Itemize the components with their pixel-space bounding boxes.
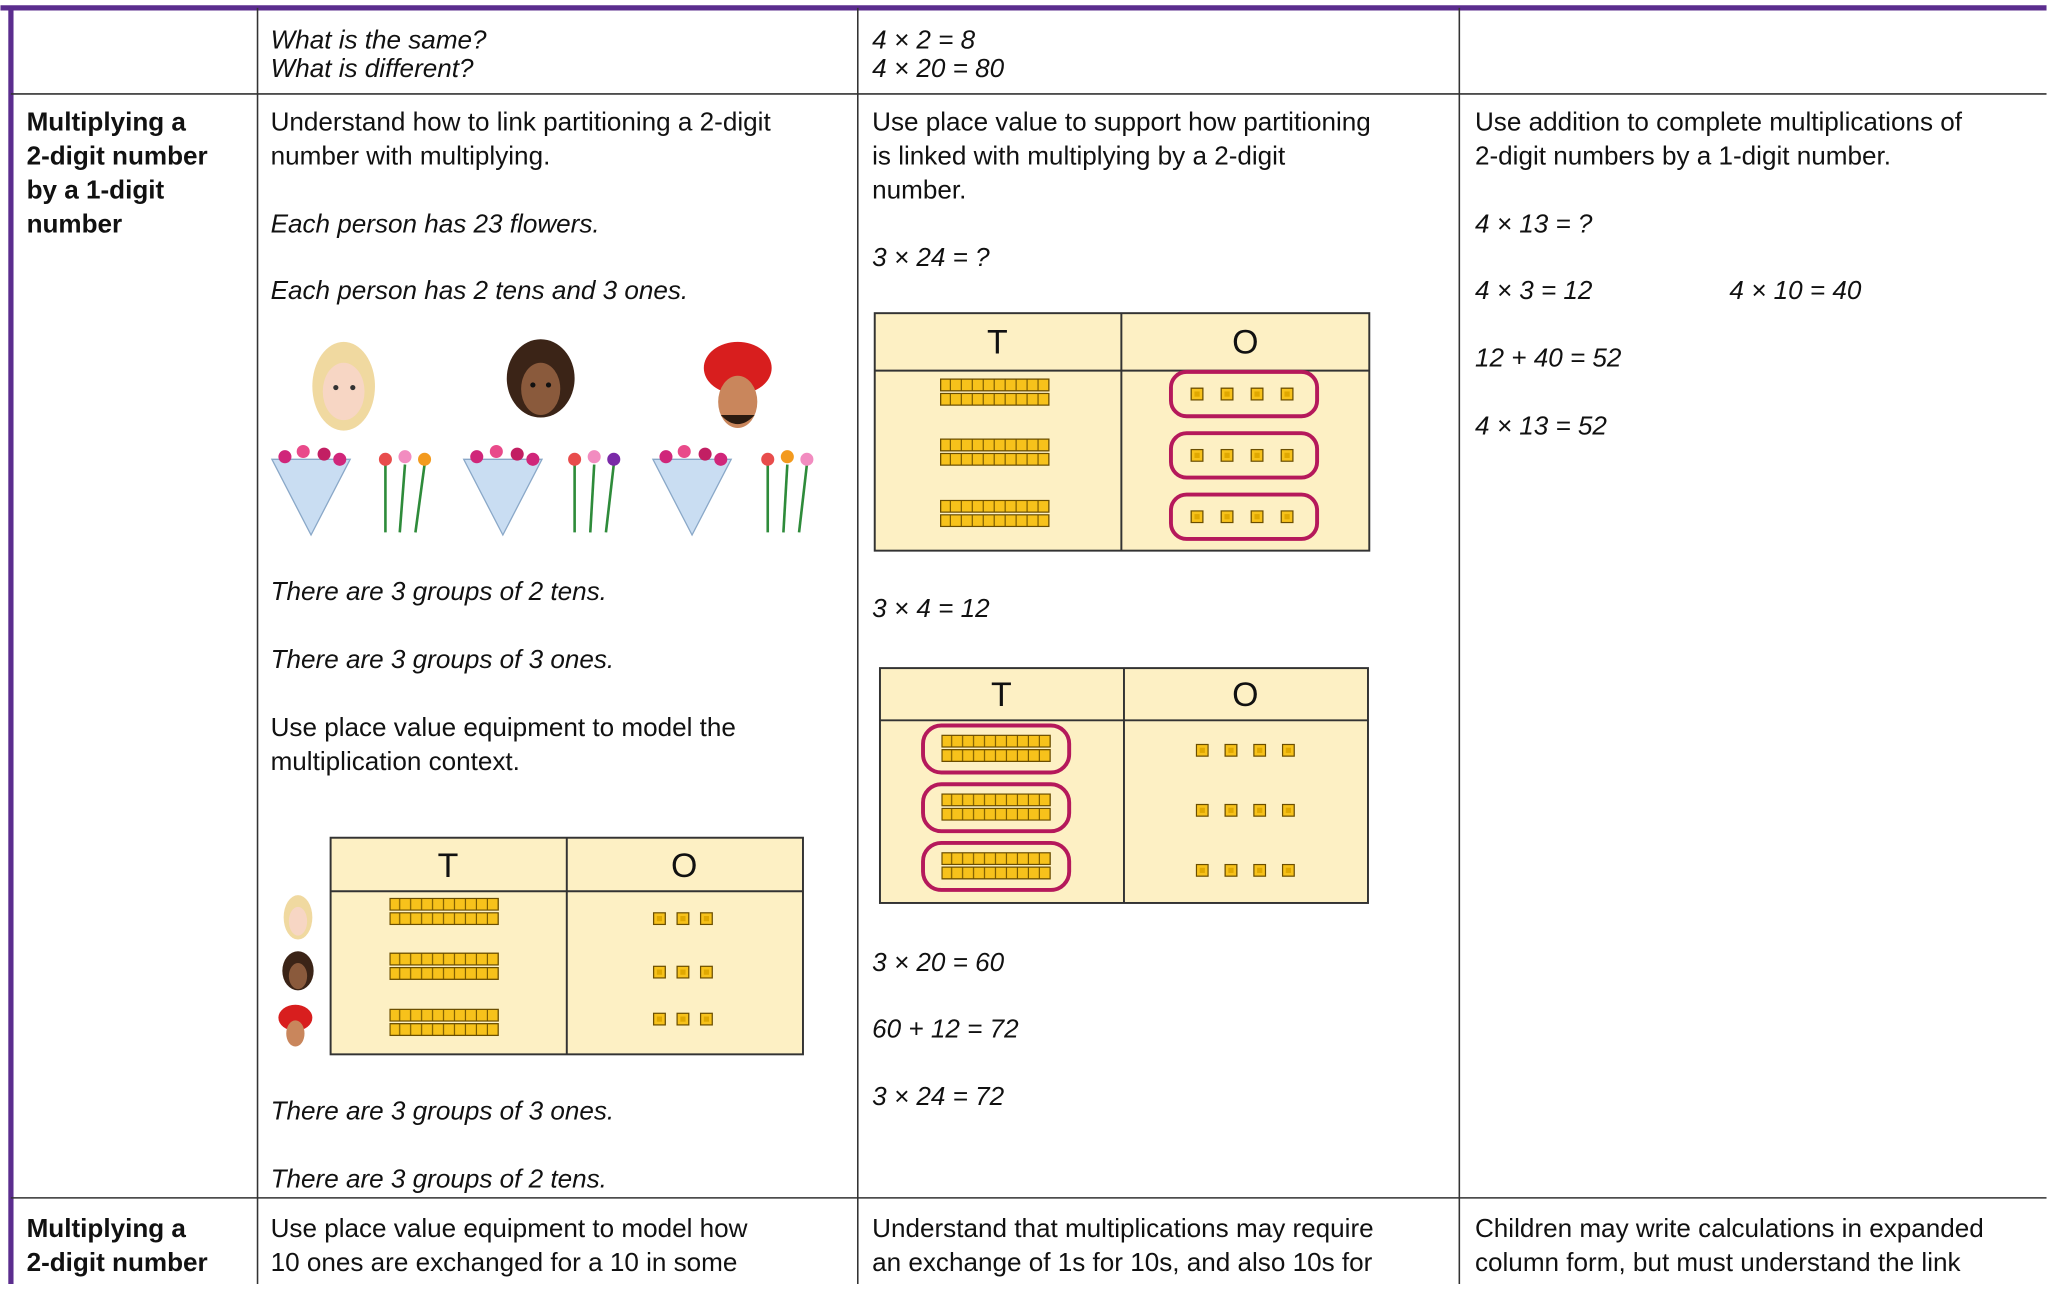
text: is linked with multiplying by a 2-digit bbox=[872, 140, 1286, 170]
text: 3 × 20 = 60 bbox=[872, 947, 1004, 977]
ones bbox=[654, 966, 713, 978]
ones bbox=[654, 913, 713, 925]
column-header: O bbox=[671, 847, 697, 885]
text: 4 × 3 = 12 bbox=[1475, 275, 1593, 305]
flowers bbox=[270, 444, 814, 537]
text: Children may write calculations in expan… bbox=[1475, 1213, 1984, 1243]
column-header: O bbox=[1232, 676, 1258, 714]
text: Understand that multiplications may requ… bbox=[872, 1213, 1374, 1243]
tens-group bbox=[921, 840, 1072, 892]
text: 4 × 13 = 52 bbox=[1475, 411, 1607, 441]
place-value-table: T O bbox=[278, 836, 804, 1056]
ones-group bbox=[1168, 492, 1320, 541]
text: number with multiplying. bbox=[271, 140, 551, 170]
text: column form, but must understand the lin… bbox=[1475, 1247, 1962, 1277]
text: 12 + 40 = 52 bbox=[1475, 343, 1622, 373]
small-face bbox=[283, 895, 313, 940]
text: Use addition to complete multiplications… bbox=[1475, 106, 1963, 136]
text: There are 3 groups of 3 ones. bbox=[271, 644, 615, 674]
text: Use place value to support how partition… bbox=[872, 106, 1371, 136]
face bbox=[703, 341, 772, 428]
face bbox=[312, 341, 375, 431]
heading: number bbox=[27, 208, 123, 238]
text: 3 × 4 = 12 bbox=[872, 593, 990, 623]
text: 4 × 10 = 40 bbox=[1729, 275, 1861, 305]
heading: Multiplying a bbox=[27, 1213, 187, 1243]
column-header: T bbox=[438, 847, 459, 885]
heading: Multiplying a bbox=[27, 106, 187, 136]
place-value-table: T O bbox=[873, 312, 1371, 552]
text: 4 × 2 = 8 bbox=[872, 24, 975, 54]
column-header: T bbox=[987, 324, 1008, 362]
small-face bbox=[278, 1004, 313, 1047]
text: 60 + 12 = 72 bbox=[872, 1013, 1019, 1043]
heading: 2-digit number bbox=[27, 140, 208, 170]
text: 3 × 24 = 72 bbox=[872, 1081, 1004, 1111]
face bbox=[506, 339, 575, 418]
column-header: T bbox=[991, 676, 1012, 714]
people-illustration bbox=[270, 339, 814, 537]
text: number. bbox=[872, 174, 966, 204]
heading: 2-digit number bbox=[27, 1247, 208, 1277]
ones-group bbox=[1168, 369, 1320, 419]
text: 2-digit numbers by a 1-digit number. bbox=[1475, 140, 1891, 170]
text: 4 × 20 = 80 bbox=[872, 53, 1004, 83]
text: Understand how to link partitioning a 2-… bbox=[271, 106, 772, 136]
tens-group bbox=[921, 723, 1072, 775]
column-header: O bbox=[1232, 324, 1258, 362]
ones bbox=[654, 1013, 713, 1025]
text: There are 3 groups of 2 tens. bbox=[271, 1163, 607, 1193]
ones-group bbox=[1168, 431, 1320, 480]
text: Each person has 2 tens and 3 ones. bbox=[271, 275, 689, 305]
heading: by a 1-digit bbox=[27, 174, 165, 204]
text: multiplication context. bbox=[271, 746, 520, 776]
text: Use place value equipment to model how bbox=[271, 1213, 748, 1243]
text: What is different? bbox=[271, 53, 474, 83]
text: 4 × 13 = ? bbox=[1475, 208, 1593, 238]
small-face bbox=[282, 951, 314, 991]
text: Use place value equipment to model the bbox=[271, 712, 736, 742]
text: 3 × 24 = ? bbox=[872, 242, 990, 272]
text: Each person has 23 flowers. bbox=[271, 208, 600, 238]
tens-group bbox=[921, 782, 1072, 834]
text: 10 ones are exchanged for a 10 in some bbox=[271, 1247, 738, 1277]
text: What is the same? bbox=[271, 24, 487, 54]
text: an exchange of 1s for 10s, and also 10s … bbox=[872, 1247, 1372, 1277]
text: There are 3 groups of 2 tens. bbox=[271, 576, 607, 606]
place-value-table: T O bbox=[878, 667, 1369, 904]
text: There are 3 groups of 3 ones. bbox=[271, 1096, 615, 1126]
